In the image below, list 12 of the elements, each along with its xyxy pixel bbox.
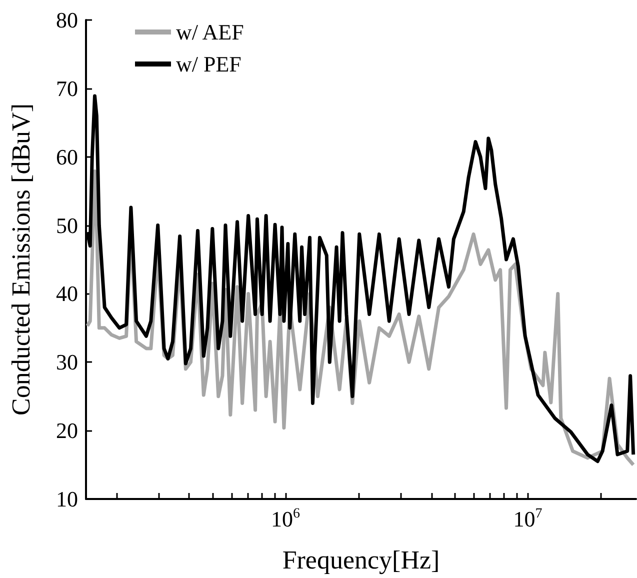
y-tick-label: 80 [56, 8, 78, 32]
y-axis-title: Conducted Emissions [dBuV] [6, 104, 36, 416]
y-tick-label: 70 [56, 76, 78, 101]
y-tick-label: 60 [56, 144, 78, 170]
y-tick-label: 30 [56, 350, 78, 375]
y-tick-label: 40 [56, 281, 78, 306]
y-tick-label: 10 [56, 486, 78, 512]
x-axis-title: Frequency[Hz] [282, 546, 440, 574]
legend-label: w/ AEF [176, 20, 244, 44]
y-tick-label: 20 [56, 418, 78, 444]
legend-label: w/ PEF [176, 52, 242, 76]
y-tick-label: 50 [56, 212, 78, 238]
